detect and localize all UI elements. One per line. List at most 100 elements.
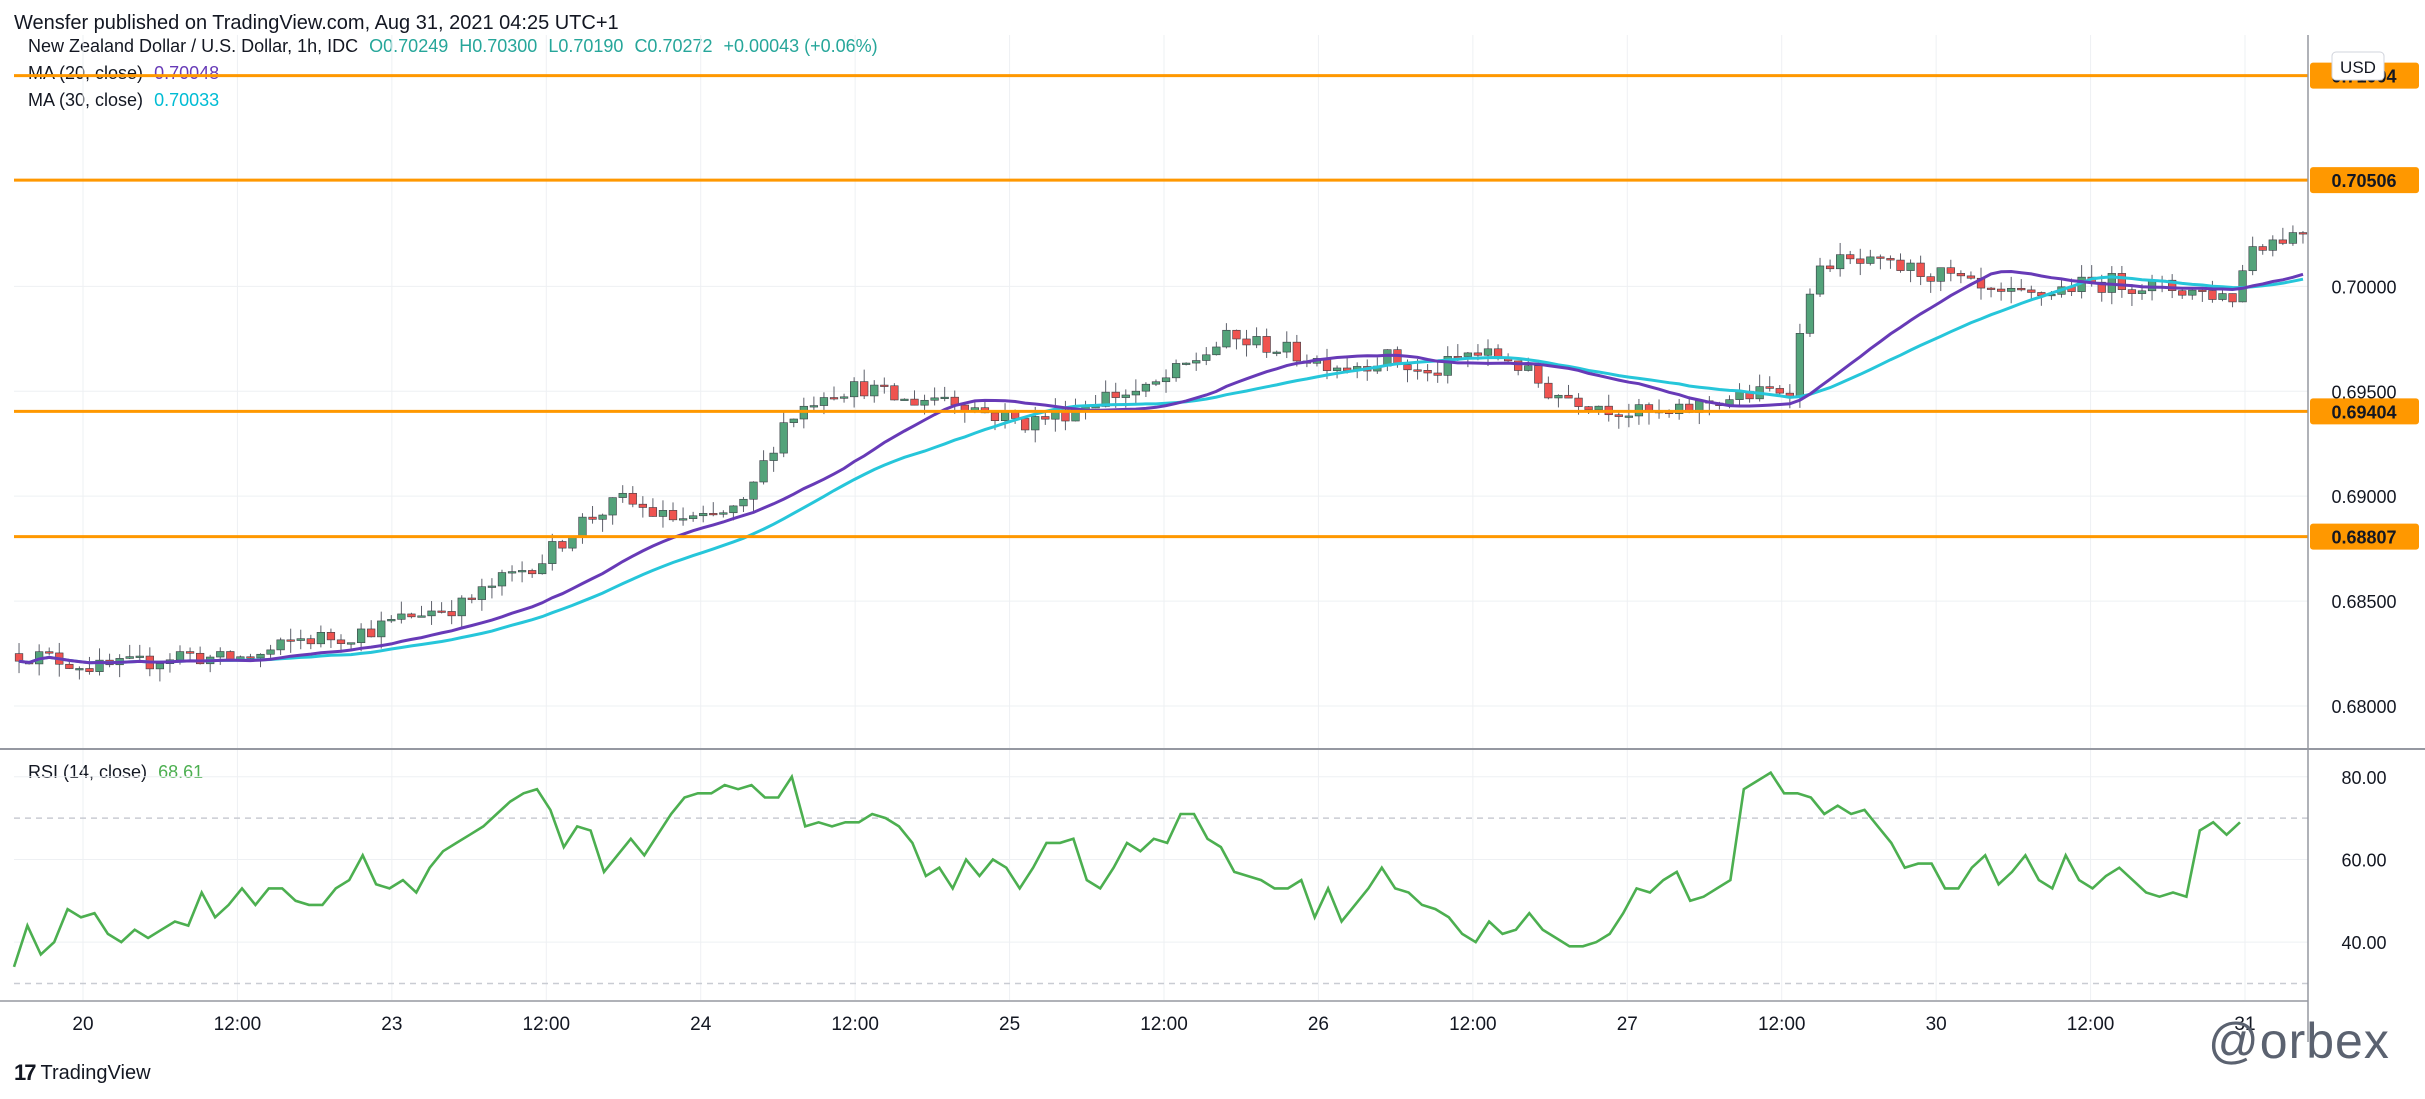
candle-up (538, 563, 547, 575)
time-tick-label: 12:00 (1758, 1014, 1806, 1035)
candle-down (1423, 370, 1432, 374)
candle-up (427, 610, 436, 617)
ohlc-high: H0.70300 (459, 36, 538, 56)
candle-down (2097, 281, 2106, 293)
price-tick-label: 0.70000 (2331, 277, 2396, 297)
candle-up (135, 655, 144, 658)
ma20-name: MA (20, close) (28, 63, 144, 83)
candle-up (1121, 394, 1130, 398)
time-tick-label: 26 (1308, 1014, 1329, 1035)
candle-down (1413, 369, 1422, 372)
candle-up (658, 510, 668, 517)
candle-down (2298, 232, 2308, 235)
candle-down (1997, 288, 2006, 292)
candle-up (155, 663, 165, 670)
candle-down (1473, 352, 1483, 356)
candle-up (276, 639, 285, 651)
candle-up (819, 397, 829, 406)
ohlc-change: +0.00043 (+0.06%) (723, 36, 878, 56)
candle-down (1956, 273, 1966, 277)
ma20-line (18, 269, 2304, 665)
ma30-line (18, 275, 2304, 665)
candle-up (2007, 287, 2016, 292)
price-tick-label: 0.69000 (2331, 487, 2396, 507)
candle-down (367, 628, 376, 638)
tradingview-brand: TradingView (40, 1061, 151, 1084)
candle-down (1926, 276, 1935, 282)
candle-up (578, 516, 587, 538)
ohlc-low: L0.70190 (548, 36, 624, 56)
tradingview-mark-icon: 17 (14, 1060, 37, 1085)
time-tick-label: 12:00 (2067, 1014, 2115, 1035)
candle-up (1594, 405, 1603, 411)
candle-up (739, 498, 748, 507)
candle-up (779, 422, 788, 454)
rsi-tick-label: 60.00 (2341, 850, 2386, 870)
candle-down (326, 632, 336, 641)
candle-up (1141, 383, 1151, 392)
candle-up (377, 620, 386, 638)
candle-up (940, 396, 949, 399)
price-level-label: 0.70506 (2331, 171, 2396, 191)
candle-up (75, 668, 84, 671)
candle-up (1192, 360, 1201, 364)
candle-up (256, 653, 265, 659)
candle-down (2208, 290, 2217, 300)
candle-down (1886, 258, 1895, 261)
candle-up (1936, 267, 1945, 282)
candle-down (1292, 341, 1301, 362)
symbol-legend: New Zealand Dollar / U.S. Dollar, 1h, ID… (28, 36, 884, 57)
candle-up (95, 659, 104, 672)
candle-down (528, 570, 537, 575)
ma30-name: MA (30, close) (28, 90, 144, 110)
candle-up (497, 572, 507, 587)
candle-up (759, 460, 768, 483)
candle-down (1986, 287, 1996, 290)
candle-down (1765, 386, 1774, 389)
candle-up (2268, 239, 2277, 251)
candle-down (668, 510, 678, 521)
candle-down (2228, 293, 2237, 303)
candle-down (1433, 372, 1442, 376)
candle-down (829, 397, 839, 400)
time-tick-label: 27 (1617, 1014, 1638, 1035)
candle-up (1463, 352, 1472, 357)
price-level-badge (2310, 523, 2419, 550)
candle-down (1041, 416, 1050, 420)
candle-down (1111, 391, 1120, 398)
candle-down (437, 610, 446, 613)
tradingview-logo[interactable]: 17 TradingView (14, 1060, 151, 1086)
candle-down (1825, 265, 1835, 270)
candle-up (1182, 362, 1191, 365)
candle-down (1544, 382, 1553, 399)
candle-down (2117, 273, 2126, 290)
candle-down (196, 652, 205, 665)
time-tick-label: 30 (1926, 1014, 1947, 1035)
candle-up (1624, 415, 1633, 418)
candle-down (1966, 275, 1976, 279)
candle-down (286, 639, 295, 642)
candle-down (860, 381, 869, 397)
candle-up (1866, 256, 1875, 264)
ma20-legend: MA (20, close) 0.70048 (28, 63, 225, 84)
price-tick-label: 0.69500 (2331, 382, 2396, 402)
ohlc-close: C0.70272 (634, 36, 713, 56)
candle-down (558, 541, 567, 549)
candle-down (709, 513, 718, 516)
price-level-badge (2310, 398, 2419, 425)
candle-up (346, 642, 356, 645)
candle-up (517, 570, 527, 573)
candle-down (1614, 414, 1623, 417)
price-level-label: 0.69404 (2331, 402, 2396, 422)
rsi-tick-label: 80.00 (2341, 768, 2386, 788)
time-tick-label: 20 (72, 1014, 93, 1035)
candle-down (638, 503, 647, 508)
candle-up (1131, 390, 1140, 396)
candle-up (1443, 356, 1452, 376)
candle-up (1524, 365, 1533, 371)
time-tick-label: 12:00 (1449, 1014, 1497, 1035)
candle-down (2017, 287, 2026, 291)
candle-down (447, 611, 456, 617)
